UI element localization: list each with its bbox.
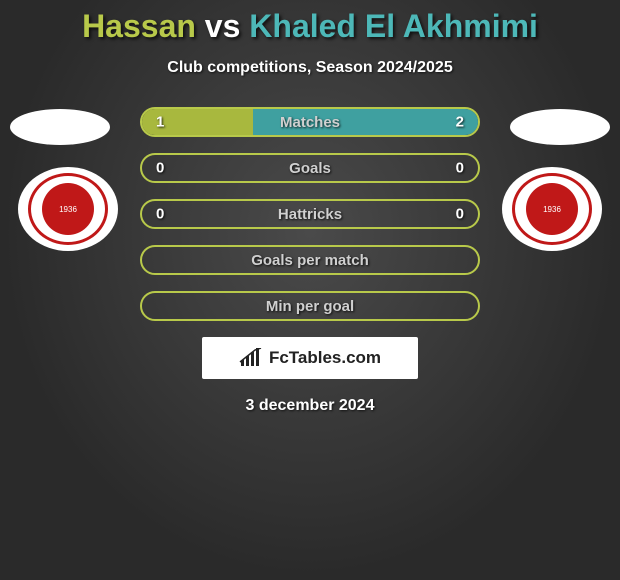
stats-area: 1936 1936 1 2 Matches 0 0 Goals 0 0 Hattricks Goa… (0, 107, 620, 415)
stat-row: 1 2 Matches (140, 107, 480, 137)
stat-value-right: 0 (456, 160, 464, 177)
stat-value-left: 0 (156, 160, 164, 177)
player1-club-logo: 1936 (18, 167, 118, 251)
stat-value-left: 1 (156, 114, 164, 131)
date-text: 3 december 2024 (0, 397, 620, 415)
stat-label: Goals (289, 160, 331, 177)
subtitle: Club competitions, Season 2024/2025 (0, 59, 620, 77)
player2-name: Khaled El Akhmimi (249, 8, 538, 44)
chart-icon (239, 348, 263, 368)
player1-avatar (10, 109, 110, 145)
stat-label: Hattricks (278, 206, 342, 223)
player2-avatar (510, 109, 610, 145)
stat-row: 0 0 Goals (140, 153, 480, 183)
watermark: FcTables.com (202, 337, 418, 379)
stat-value-right: 2 (456, 114, 464, 131)
stat-row: Goals per match (140, 245, 480, 275)
stat-value-left: 0 (156, 206, 164, 223)
stat-label: Min per goal (266, 298, 354, 315)
player2-club-logo: 1936 (502, 167, 602, 251)
stat-label: Goals per match (251, 252, 369, 269)
stat-value-right: 0 (456, 206, 464, 223)
stat-row: 0 0 Hattricks (140, 199, 480, 229)
watermark-text: FcTables.com (269, 348, 381, 368)
player1-name: Hassan (82, 8, 196, 44)
page-title: Hassan vs Khaled El Akhmimi (0, 8, 620, 45)
stat-label: Matches (280, 114, 340, 131)
stat-row: Min per goal (140, 291, 480, 321)
vs-text: vs (205, 8, 241, 44)
stat-rows: 1 2 Matches 0 0 Goals 0 0 Hattricks Goals per mat… (140, 107, 480, 321)
